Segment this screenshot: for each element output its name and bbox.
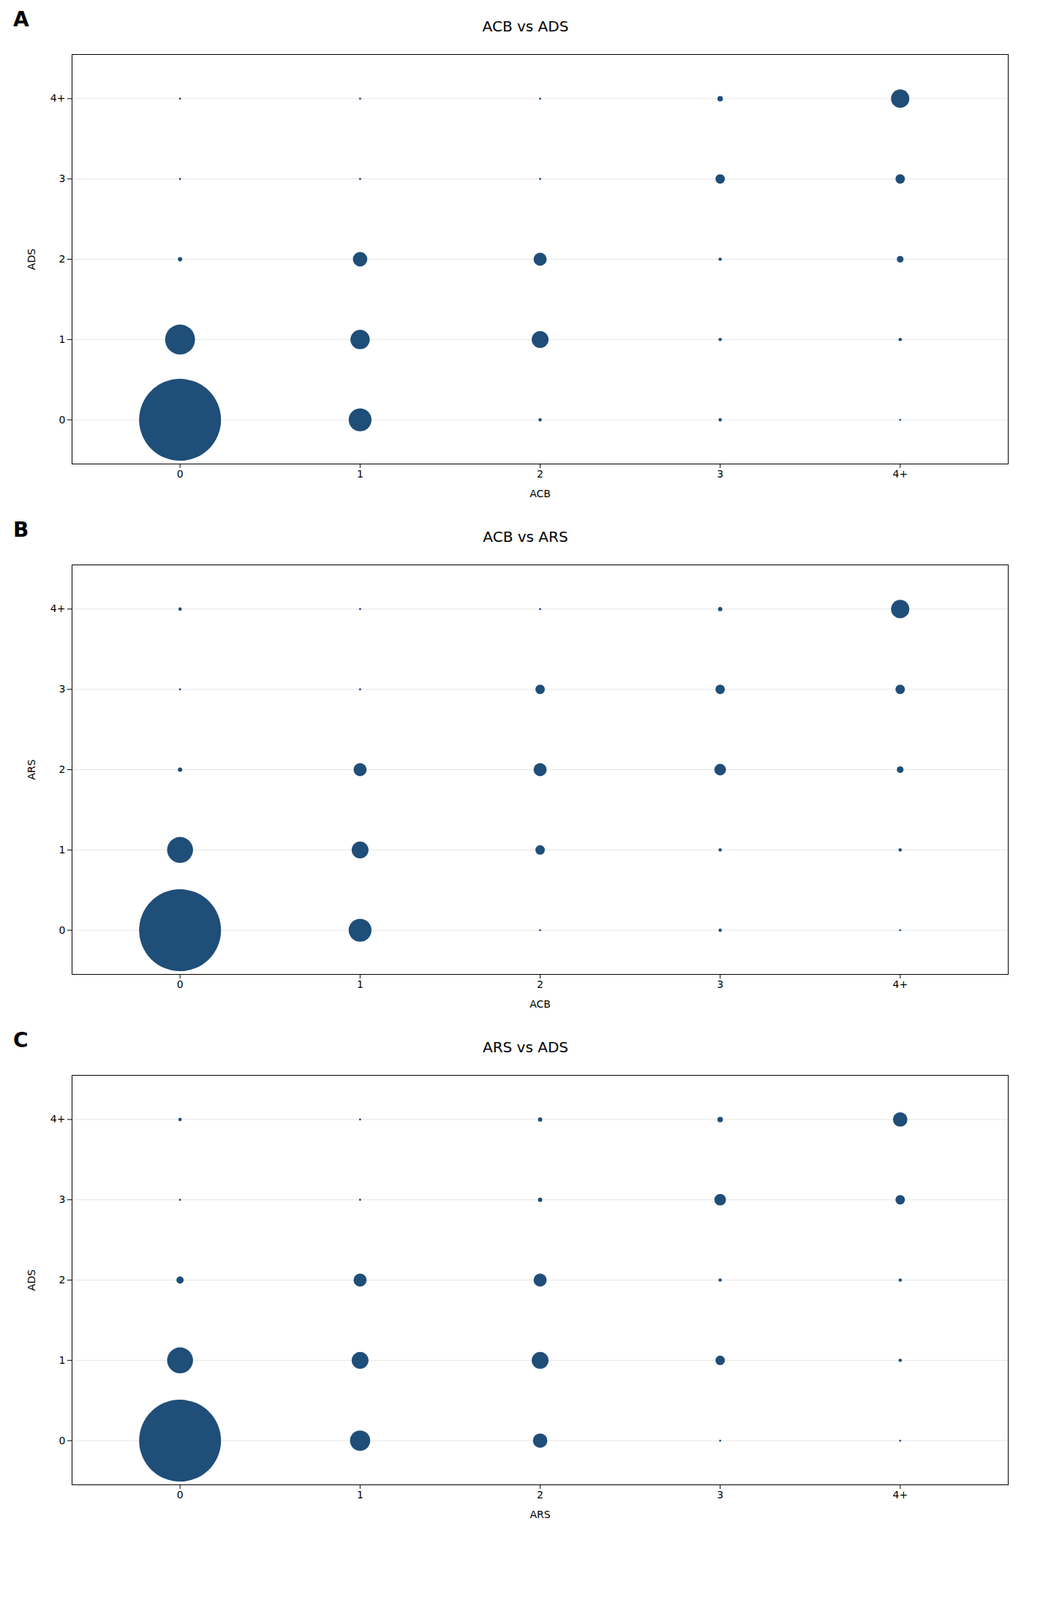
svg-text:ACB: ACB	[529, 998, 551, 1011]
svg-text:0: 0	[176, 1489, 184, 1501]
svg-text:2: 2	[59, 1274, 66, 1286]
svg-text:ARS: ARS	[25, 759, 38, 780]
svg-text:4+: 4+	[50, 1113, 66, 1125]
svg-text:ADS: ADS	[25, 1269, 38, 1291]
svg-text:4+: 4+	[892, 1489, 908, 1501]
html-text:ACB vs ADS: ACB vs ADS	[482, 17, 569, 36]
html-text:C: C	[13, 1028, 29, 1053]
svg-text:0: 0	[59, 924, 66, 937]
svg-text:3: 3	[716, 1489, 724, 1501]
svg-text:2: 2	[59, 763, 66, 776]
svg-text:3: 3	[716, 468, 724, 480]
svg-text:3: 3	[59, 172, 66, 185]
svg-text:1: 1	[59, 844, 66, 856]
svg-text:0: 0	[59, 413, 66, 426]
svg-text:4+: 4+	[892, 978, 908, 991]
svg-text:0: 0	[176, 978, 184, 991]
svg-text:4+: 4+	[50, 92, 66, 104]
svg-text:3: 3	[59, 1193, 66, 1206]
svg-text:4+: 4+	[50, 602, 66, 615]
svg-text:0: 0	[176, 468, 184, 480]
svg-text:2: 2	[536, 978, 544, 991]
svg-text:1: 1	[59, 333, 66, 346]
svg-text:2: 2	[59, 253, 66, 265]
svg-text:1: 1	[356, 978, 364, 991]
svg-text:2: 2	[536, 1489, 544, 1501]
svg-text:1: 1	[59, 1354, 66, 1367]
svg-text:3: 3	[716, 978, 724, 991]
svg-text:4+: 4+	[892, 468, 908, 480]
svg-text:ACB: ACB	[529, 487, 551, 500]
svg-text:0: 0	[59, 1434, 66, 1447]
svg-text:1: 1	[356, 1489, 364, 1501]
html-text:ARS vs ADS: ARS vs ADS	[482, 1038, 569, 1057]
svg-text:ARS: ARS	[529, 1508, 551, 1521]
svg-text:1: 1	[356, 468, 364, 480]
html-text:ACB vs ARS: ACB vs ARS	[483, 528, 568, 546]
svg-text:2: 2	[536, 468, 544, 480]
html-text:A: A	[13, 7, 30, 32]
svg-text:ADS: ADS	[25, 248, 38, 270]
svg-text:3: 3	[59, 683, 66, 695]
html-text:B: B	[13, 517, 29, 542]
